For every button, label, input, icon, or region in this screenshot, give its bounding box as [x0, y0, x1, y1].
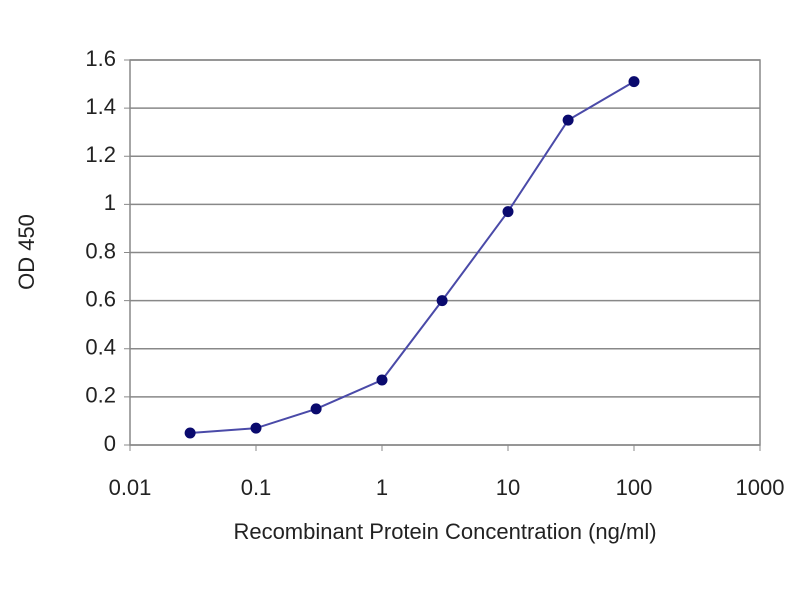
x-tick-label: 0.1	[241, 475, 272, 500]
data-line	[190, 80, 635, 434]
y-tick-label: 1.4	[85, 94, 116, 119]
y-tick-label: 0	[104, 431, 116, 456]
data-point	[562, 114, 574, 126]
y-tick-label: 0.2	[85, 383, 116, 408]
y-tick-label: 0.4	[85, 335, 116, 360]
y-tick-label: 1.6	[85, 46, 116, 71]
y-tick-label: 0.6	[85, 286, 116, 311]
data-point	[184, 427, 196, 439]
x-tick-label: 1	[376, 475, 388, 500]
y-axis-label: OD 450	[14, 214, 39, 290]
data-point	[310, 403, 322, 415]
x-axis-label: Recombinant Protein Concentration (ng/ml…	[233, 519, 656, 544]
x-tick-label: 10	[496, 475, 520, 500]
data-point	[502, 206, 514, 218]
x-tick-label: 100	[616, 475, 653, 500]
y-tick-label: 1	[104, 190, 116, 215]
x-tick-label: 1000	[736, 475, 785, 500]
x-tick-label: 0.01	[109, 475, 152, 500]
data-point	[376, 374, 388, 386]
y-tick-label: 1.2	[85, 142, 116, 167]
data-point	[628, 76, 640, 88]
data-point	[250, 422, 262, 434]
y-tick-label: 0.8	[85, 238, 116, 263]
data-point	[436, 295, 448, 307]
